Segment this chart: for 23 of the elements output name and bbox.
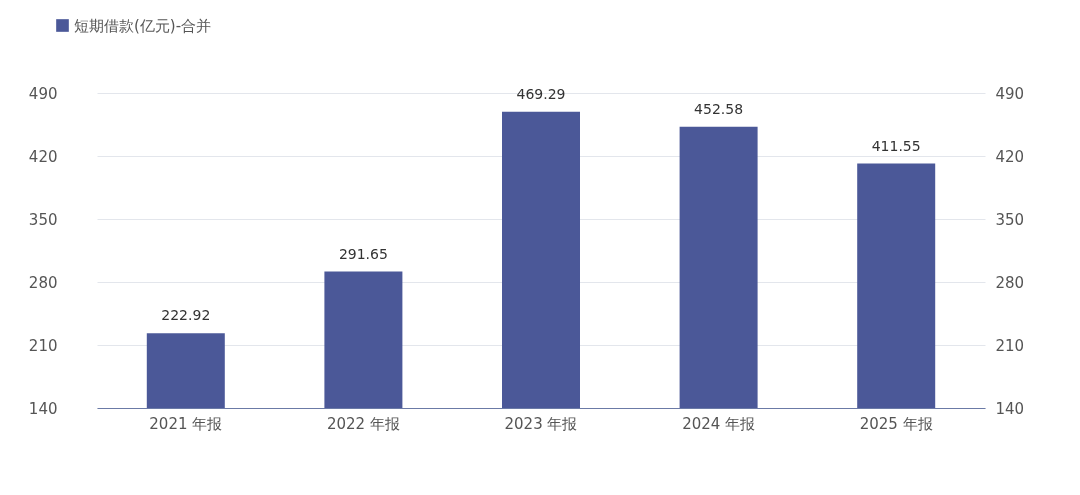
- y2-tick-label: 420: [995, 147, 1025, 166]
- y2-tick-label: 280: [995, 273, 1025, 292]
- y-tick-label: 420: [28, 147, 58, 166]
- y2-tick-label: 350: [995, 210, 1025, 229]
- y-tick-label: 140: [28, 399, 58, 418]
- data-label: 222.92: [161, 307, 211, 324]
- x-tick-label: 2023 年报: [504, 414, 578, 433]
- y-tick-label: 210: [28, 336, 58, 355]
- legend-label: 短期借款(亿元)-合并: [74, 16, 212, 35]
- y-tick-label: 490: [28, 84, 58, 103]
- data-label: 452.58: [694, 100, 744, 117]
- data-label: 411.55: [871, 137, 921, 154]
- y-tick-label: 280: [28, 273, 58, 292]
- x-tick-label: 2022 年报: [326, 414, 400, 433]
- x-tick-label: 2021 年报: [149, 414, 223, 433]
- x-tick-label: 2025 年报: [859, 414, 933, 433]
- data-label: 469.29: [516, 85, 566, 102]
- y2-tick-label: 140: [995, 399, 1025, 418]
- data-label: 291.65: [338, 245, 388, 262]
- x-tick-label: 2024 年报: [682, 414, 756, 433]
- y-tick-label: 350: [28, 210, 58, 229]
- y2-tick-label: 490: [995, 84, 1025, 103]
- y2-tick-label: 210: [995, 336, 1025, 355]
